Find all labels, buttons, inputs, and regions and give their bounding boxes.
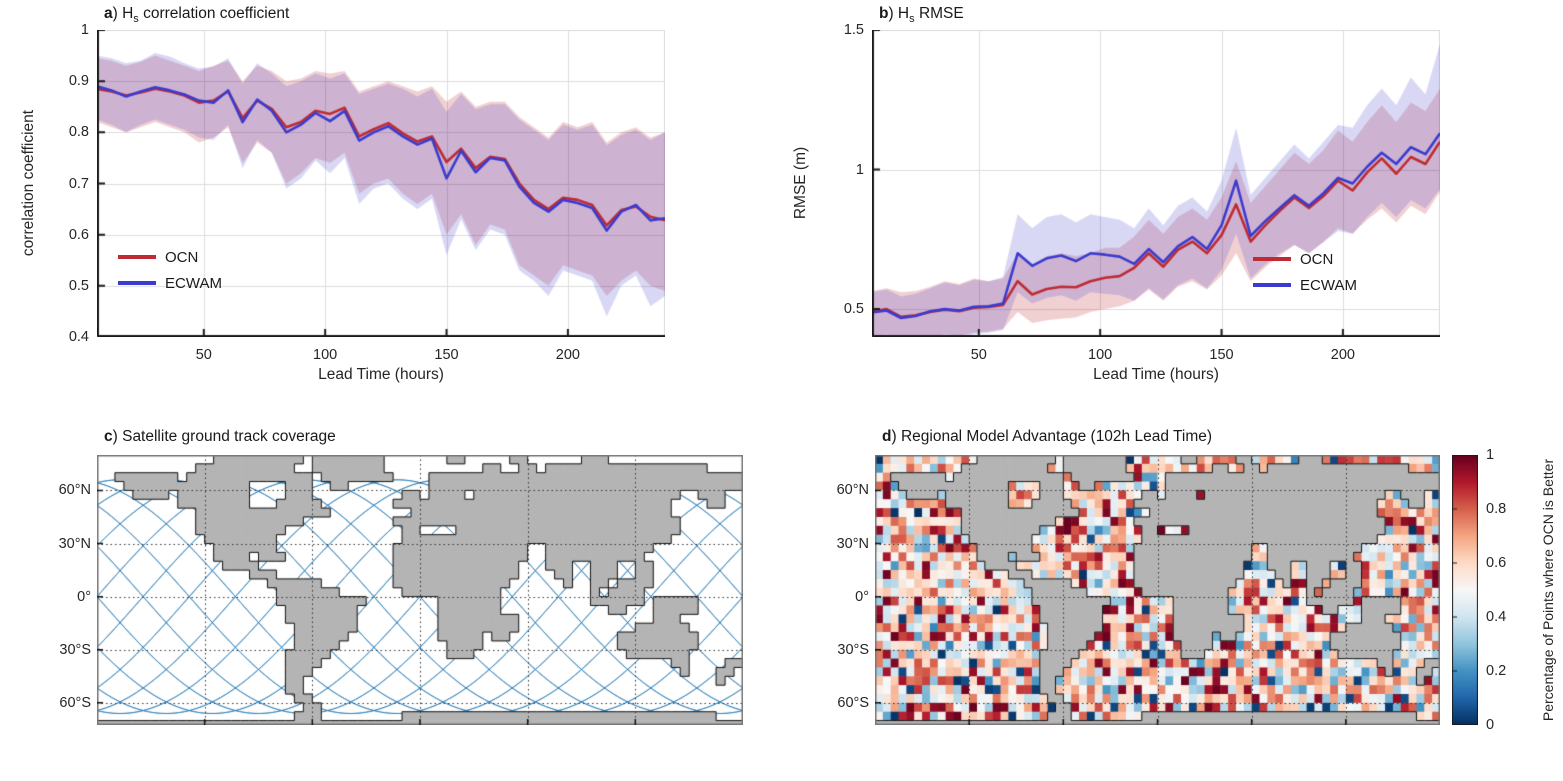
panel-a-title-pre: ) H [112,5,134,22]
x-tick-label: 150 [434,347,459,363]
panel-a-xlabel: Lead Time (hours) [318,366,444,383]
y-tick-label: 0.6 [68,226,89,243]
lat-tick-label: 60°N [836,482,869,499]
panel-d-title: d) Regional Model Advantage (102h Lead T… [882,428,1212,446]
panel-d-letter: d [882,428,892,445]
panel-b-xlabel: Lead Time (hours) [1093,366,1219,383]
legend-label-ecwam: ECWAM [165,274,222,292]
legend-row-ocn: OCN [1253,246,1357,272]
panel-b-title-pre: ) H [888,5,910,22]
panel-a-title-sub: s [133,13,139,26]
panel-b-letter: b [879,5,889,22]
lat-tick-label: 0° [855,588,869,605]
lat-tick-label: 30°N [836,535,869,552]
y-tick-label: 0.7 [68,175,89,192]
ocn-line-swatch [1253,257,1291,261]
lat-tick-label: 60°S [837,694,869,711]
panel-c-title-pre: ) [112,428,118,445]
panel-c-title-rest: Satellite ground track coverage [117,428,336,445]
y-tick-label: 0.5 [68,277,89,294]
panel-c-track-map [97,455,743,725]
y-tick-label: 1 [855,161,864,178]
legend-label-ecwam: ECWAM [1300,276,1357,294]
panel-c-title: c) Satellite ground track coverage [104,428,336,446]
panel-a-title: a) Hs correlation coefficient [104,5,289,25]
x-tick-label: 150 [1209,347,1234,363]
panel-b-title-rest: RMSE [914,5,964,22]
ocn-line-swatch [118,255,156,259]
panel-b-ylabel: RMSE (m) [792,146,809,220]
y-tick-label: 0.4 [68,329,89,345]
panel-b-rmse-plot [872,30,1440,337]
lat-tick-label: 30°S [59,641,91,658]
panel-a-correlation-plot [97,30,665,337]
colorbar-tick-label: 0.2 [1486,663,1507,679]
lat-tick-label: 60°S [59,694,91,711]
colorbar-tick-label: 0.6 [1486,555,1507,571]
x-tick-label: 200 [555,347,580,363]
ecwam-line-swatch [118,281,156,285]
panel-d-title-rest: Regional Model Advantage (102h Lead Time… [896,428,1213,445]
y-tick-label: 0.5 [843,301,864,318]
lat-tick-label: 60°N [58,482,91,499]
legend-row-ecwam: ECWAM [1253,272,1357,298]
legend-panel-b: OCN ECWAM [1253,246,1357,298]
panel-b-title: b) Hs RMSE [879,5,964,25]
legend-row-ecwam: ECWAM [118,270,222,296]
lat-tick-label: 30°S [837,641,869,658]
colorbar [1452,455,1478,725]
x-tick-label: 50 [970,347,987,363]
panel-d-advantage-map [875,455,1440,725]
colorbar-tick-label: 0 [1486,717,1495,733]
ecwam-line-swatch [1253,283,1291,287]
legend-label-ocn: OCN [1300,250,1334,268]
y-tick-label: 0.9 [68,73,89,90]
y-tick-label: 1 [80,22,89,38]
panel-b-title-sub: s [909,13,915,26]
colorbar-tick-label: 0.4 [1486,609,1507,625]
x-tick-label: 100 [313,347,338,363]
panel-a-letter: a [104,5,113,22]
colorbar-tick-label: 1 [1486,447,1495,463]
y-tick-label: 0.8 [68,124,89,141]
legend-row-ocn: OCN [118,244,222,270]
legend-panel-a: OCN ECWAM [118,244,222,296]
legend-label-ocn: OCN [165,248,199,266]
x-tick-label: 50 [195,347,212,363]
lat-tick-label: 30°N [58,535,91,552]
x-tick-label: 100 [1088,347,1113,363]
panel-a-ylabel: correlation coefficient [20,109,37,257]
lat-tick-label: 0° [77,588,91,605]
panel-d-title-pre: ) [891,428,897,445]
x-tick-label: 200 [1330,347,1355,363]
colorbar-label: Percentage of Points where OCN is Better [1540,458,1556,722]
y-tick-label: 1.5 [843,22,864,38]
panel-a-title-rest: correlation coefficient [138,5,290,22]
colorbar-tick-label: 0.8 [1486,501,1507,517]
panel-c-letter: c [104,428,113,445]
